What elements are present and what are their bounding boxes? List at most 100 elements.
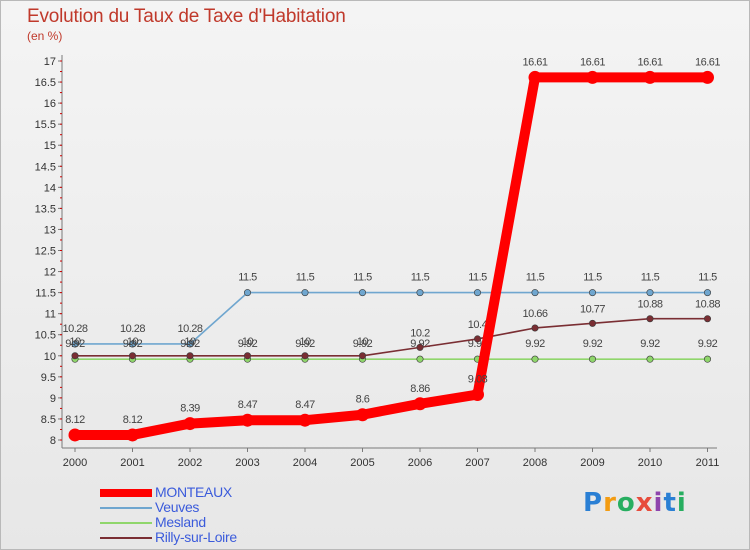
y-tick-label: 15.5: [35, 119, 56, 131]
data-label: 10.4: [468, 319, 488, 331]
data-point: [126, 428, 139, 442]
data-label: 11.5: [583, 272, 602, 284]
data-point: [701, 70, 714, 84]
data-point: [531, 324, 539, 332]
y-tick-label: 15: [44, 140, 56, 152]
x-tick-label: 2007: [465, 457, 489, 469]
data-label: 8.12: [123, 414, 143, 426]
data-label: 9.92: [65, 338, 85, 350]
x-tick-label: 2000: [63, 457, 87, 469]
proxiti-logo: Proxiti: [583, 488, 687, 518]
data-point: [129, 340, 137, 348]
legend-swatch-veuves: [100, 507, 152, 509]
y-tick-label: 16.5: [35, 77, 56, 89]
data-point: [71, 352, 79, 360]
x-tick-label: 2004: [293, 457, 317, 469]
y-tick-label: 9.5: [41, 372, 56, 384]
y-tick-label: 10: [44, 351, 56, 363]
data-point: [244, 289, 252, 297]
data-label: 11.5: [526, 272, 545, 284]
x-tick-label: 2011: [696, 457, 720, 469]
data-point: [71, 340, 79, 348]
data-label: 10: [127, 336, 139, 348]
data-label: 11.5: [296, 272, 315, 284]
data-label: 10: [357, 336, 369, 348]
data-point: [416, 289, 424, 297]
y-tick-label: 12.5: [35, 246, 56, 258]
y-tick-label: 11.5: [35, 288, 56, 300]
data-point: [358, 289, 366, 297]
series-line-monteaux: [70, 72, 713, 440]
data-label: 16.61: [637, 56, 662, 68]
data-point: [586, 70, 599, 84]
data-point: [471, 388, 484, 402]
data-label: 10.66: [522, 308, 547, 320]
data-label: 10.28: [177, 323, 202, 335]
legend-label-mesland: Mesland: [155, 514, 206, 530]
data-label: 8.86: [410, 383, 430, 395]
data-label: 9.92: [295, 338, 315, 350]
data-point: [588, 289, 596, 297]
data-label: 16.61: [695, 56, 720, 68]
legend-swatch-mesland: [100, 522, 152, 524]
y-tick-label: 10.5: [35, 330, 56, 342]
data-point: [528, 70, 542, 84]
data-point: [646, 315, 654, 323]
x-tick-label: 2008: [523, 457, 547, 469]
data-point: [186, 340, 194, 348]
legend-label-rilly-sur-loire: Rilly-sur-Loire: [155, 529, 237, 545]
x-tick-label: 2002: [178, 457, 202, 469]
data-point: [531, 355, 539, 363]
data-point: [356, 408, 369, 422]
data-point: [244, 352, 252, 360]
data-label: 8.12: [65, 414, 85, 426]
x-tick-label: 2005: [350, 457, 374, 469]
data-label: 9.92: [698, 338, 718, 350]
chart-title: Evolution du Taux de Taxe d'Habitation: [27, 6, 346, 27]
y-tick-label: 8: [50, 435, 56, 447]
data-label: 9.08: [468, 374, 488, 386]
data-label: 11.5: [238, 272, 257, 284]
data-label: 9.92: [180, 338, 200, 350]
series-line-veuves: [74, 291, 709, 345]
data-label: 9.92: [123, 338, 143, 350]
data-label: 11.5: [641, 272, 660, 284]
data-label: 8.6: [356, 394, 370, 406]
y-tick-label: 8.5: [41, 414, 56, 426]
data-label: 10.28: [120, 323, 145, 335]
legend-label-veuves: Veuves: [155, 499, 200, 515]
series-line-rilly-sur-loire: [74, 317, 709, 357]
data-label: 10: [184, 336, 196, 348]
legend-swatch-rilly-sur-loire: [100, 537, 152, 539]
data-point: [473, 335, 481, 343]
data-label: 8.39: [180, 403, 200, 415]
data-label: 11.5: [353, 272, 372, 284]
data-label: 10: [242, 336, 254, 348]
data-label: 10: [69, 336, 81, 348]
y-tick-label: 11: [45, 309, 56, 321]
data-point: [68, 428, 82, 442]
data-label: 11.5: [411, 272, 430, 284]
data-point: [301, 289, 309, 297]
data-point: [703, 289, 711, 297]
data-point: [358, 352, 366, 360]
data-label: 10.88: [695, 299, 720, 311]
legend-label-monteaux: MONTEAUX: [155, 484, 232, 500]
data-point: [298, 413, 312, 427]
data-point: [416, 355, 424, 363]
data-label: 10.77: [580, 303, 605, 315]
data-label: 16.61: [580, 56, 605, 68]
data-label: 10.28: [62, 323, 87, 335]
y-tick-label: 17: [44, 56, 56, 68]
data-point: [703, 315, 711, 323]
x-tick-label: 2006: [408, 457, 432, 469]
data-label: 16.61: [522, 56, 547, 68]
data-point: [703, 355, 711, 363]
y-tick-label: 13: [44, 224, 56, 236]
data-point: [473, 289, 481, 297]
data-label: 9.92: [583, 338, 603, 350]
legend-swatch-monteaux: [100, 489, 152, 497]
data-point: [186, 352, 194, 360]
